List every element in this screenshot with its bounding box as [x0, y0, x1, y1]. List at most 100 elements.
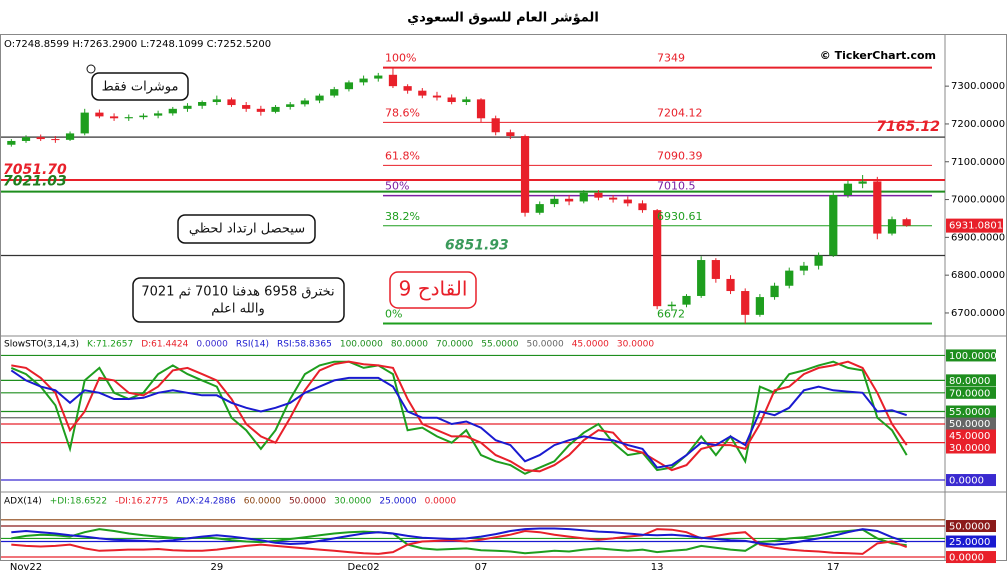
level-tag [946, 374, 996, 387]
chart-title: المؤشر العام للسوق السعودي [407, 11, 599, 26]
candle-body [80, 112, 89, 134]
candle-body [65, 133, 75, 140]
callout [132, 277, 345, 323]
candle-body [462, 99, 471, 103]
candle-body [858, 181, 867, 184]
y-tick-label: 7000.0000 [951, 195, 1005, 206]
candle-body [21, 137, 31, 141]
panel-header-item: 25.0000 [379, 497, 416, 507]
panel-header-item: 0.0000 [196, 340, 228, 350]
candle-body [154, 113, 163, 116]
candle-body [873, 181, 882, 234]
candle-body [36, 137, 45, 140]
panel-header-item: 100.0000 [340, 340, 383, 350]
candle-body [51, 139, 60, 141]
level-tag [946, 386, 996, 399]
candle-body [344, 82, 354, 90]
candle-body [638, 203, 647, 211]
annotation: موشرات فقط [102, 80, 179, 95]
candle-body [785, 270, 794, 286]
fib-value: 7349 [657, 52, 685, 65]
candle-body [726, 278, 735, 292]
y-tick-label: 7100.0000 [951, 157, 1005, 168]
candle-body [256, 108, 265, 112]
callout [389, 271, 477, 309]
fib-value: 6672 [657, 308, 685, 321]
y-tick-label: 7300.0000 [951, 81, 1005, 92]
candle-body [594, 192, 603, 198]
level-tag-label: 50.0000 [949, 522, 990, 533]
candle-body [902, 219, 911, 226]
level-tag-label: 100.0000 [949, 351, 997, 362]
x-tick-label: 17 [827, 562, 840, 573]
series-line [10, 369, 908, 469]
candle-body [315, 95, 324, 101]
level-tag [946, 417, 996, 430]
series-line [11, 527, 908, 546]
candle-body [506, 132, 515, 137]
annotation: نخترق 6958 هدفنا 7010 ثم 7021 [141, 285, 334, 300]
candle-body [564, 198, 574, 202]
level-tag [946, 405, 996, 418]
candle-body [476, 99, 486, 119]
level-tag [946, 520, 996, 533]
candle-body [300, 100, 309, 105]
candle-body [667, 304, 676, 307]
candle-body [403, 86, 412, 91]
level-tag-label: 55.0000 [949, 407, 990, 418]
level-tag [946, 474, 996, 487]
y-tick-label: 6800.0000 [951, 270, 1005, 281]
candle-body [814, 255, 823, 266]
panel-header-item: +DI:18.6522 [50, 497, 107, 507]
panel-header-item: SlowSTO(3,14,3) [4, 340, 79, 350]
level-tag-label: 25.0000 [949, 537, 990, 548]
candle-body [388, 74, 398, 87]
candle-body [95, 112, 104, 117]
x-tick-label: 13 [651, 562, 664, 573]
panel-header-item: 55.0000 [481, 340, 518, 350]
level-tag [946, 551, 996, 564]
panel-header-item: 60.0000 [244, 497, 281, 507]
candle-body [109, 116, 119, 119]
candle-body [829, 195, 838, 256]
level-tag [946, 535, 996, 548]
level-tag [946, 349, 996, 362]
candle-body [770, 285, 779, 298]
fib-value: 7204.12 [657, 106, 703, 119]
level-tag-label: 0.0000 [949, 553, 984, 564]
last-price-tag [946, 218, 1003, 233]
level-label: 7165.12 [876, 119, 940, 135]
candle-body [7, 140, 16, 145]
x-tick-label: Nov22 [10, 562, 42, 573]
candle-body [653, 210, 662, 307]
candle-body [330, 89, 339, 96]
y-tick-label: 6900.0000 [951, 232, 1005, 243]
last-price-label: 6931.0801 [949, 221, 1003, 232]
candle-body [697, 260, 706, 296]
x-tick-label: 07 [475, 562, 488, 573]
candle-body [711, 260, 720, 279]
candle-body [242, 105, 251, 109]
callout [177, 214, 316, 244]
candle-body [359, 78, 368, 83]
panel-header-item: 30.0000 [617, 340, 654, 350]
ohlc-header: O:7248.8599 H:7263.2900 L:7248.1099 C:72… [4, 39, 271, 50]
panel-header-item: RSI(14) [236, 340, 269, 350]
y-tick-label: 6700.0000 [951, 308, 1005, 319]
fib-label: 78.6% [385, 106, 420, 119]
candle-body [447, 97, 456, 103]
panel-header-item: RSI:58.8365 [277, 340, 332, 350]
fib-label: 61.8% [385, 149, 420, 162]
level-tag [946, 441, 996, 454]
candle-body [432, 95, 442, 98]
candle-body [227, 99, 236, 106]
level-tag-label: 80.0000 [949, 376, 990, 387]
panel-header-item: D:61.4424 [141, 340, 188, 350]
annotation: سيحصل ارتداد لحظي [189, 222, 305, 237]
panel-header-item: 45.0000 [572, 340, 609, 350]
candle-body [535, 204, 544, 213]
level-tag-label: 45.0000 [949, 431, 990, 442]
level-tag-label: 0.0000 [949, 476, 984, 487]
candle-body [183, 105, 192, 109]
fib-value: 6930.61 [657, 210, 703, 223]
